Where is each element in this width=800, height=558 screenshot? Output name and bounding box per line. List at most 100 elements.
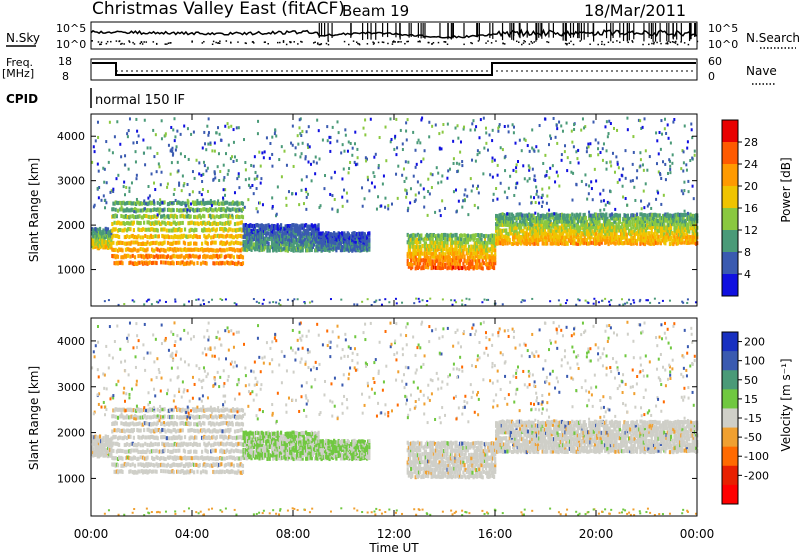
power-cell [290,243,292,247]
power-cell [409,248,411,252]
power-cell [306,130,308,133]
power-cell [209,228,211,232]
power-cell [178,241,180,245]
nsearch-dot [502,42,504,44]
nsearch-dot [397,41,399,43]
power-cell [541,205,543,208]
power-cell [226,207,228,210]
power-cell [368,231,370,235]
power-cell [508,130,510,133]
power-cell [368,189,370,192]
power-cell [663,194,665,197]
power-cell [405,177,407,180]
power-cell [590,154,592,157]
power-cell [553,212,555,215]
power-cell [626,233,628,237]
power-cell [182,174,184,177]
nsearch-dot [612,41,614,43]
power-cell [226,240,228,244]
power-cell [196,159,198,162]
power-cell [463,126,465,129]
power-cell [337,210,339,213]
power-cell [592,198,594,201]
power-cell [188,205,190,208]
power-cell [492,176,494,179]
power-cell [115,213,117,216]
power-cell [395,173,397,176]
power-cell [480,262,482,266]
power-cell [669,171,671,174]
nsearch-dot [279,42,281,44]
power-cell [645,149,647,152]
power-cell [409,201,411,204]
power-cell [94,150,96,153]
power-cell [121,205,123,208]
power-cell [222,197,224,200]
power-cell [629,220,631,224]
power-cell [332,126,334,129]
power-cell [307,193,309,196]
power-cell [669,165,671,168]
power-cell [178,182,180,185]
power-cell [590,180,592,183]
power-cell [215,201,217,205]
power-cell [513,194,515,197]
power-cell [159,198,161,201]
power-cell [643,190,645,193]
power-cell [570,171,572,174]
power-cell [245,168,247,171]
nsearch-dot [684,42,686,44]
power-cell [615,233,617,237]
power-cell [219,221,221,225]
power-cell [129,215,131,219]
power-cell [660,119,662,122]
power-cell [536,190,538,193]
power-cell [646,220,648,224]
power-cell [145,228,147,232]
nsearch-dot [217,42,219,44]
power-cell [478,136,480,139]
power-cell [175,222,177,226]
power-cell [537,195,539,198]
nsearch-dot [264,41,266,43]
power-cell [207,255,209,259]
power-cell [567,242,569,246]
power-cell [395,153,397,156]
power-cell [163,200,165,204]
power-cell [459,248,461,252]
power-cell [603,142,605,145]
power-cell [488,134,490,137]
nsearch-dot [651,43,653,45]
power-cell [334,171,336,174]
power-cell [124,163,126,166]
power-cell [97,187,99,190]
power-cell [367,176,369,179]
power-cell [184,241,186,245]
power-cell [361,186,363,189]
nsearch-dot [142,43,144,45]
power-cell [365,159,367,162]
power-cell [308,125,310,128]
power-cell [471,189,473,192]
power-cell [672,121,674,124]
power-cell [482,172,484,175]
power-cell [301,130,303,133]
power-cell [636,176,638,179]
power-cell [617,163,619,166]
power-cell [427,190,429,193]
power-cell [500,146,502,149]
power-cell [153,182,155,185]
nsearch-dot [212,44,214,46]
power-cell [589,142,591,145]
power-cell [548,143,550,146]
power-cell [208,234,210,238]
power-cell [517,160,519,163]
power-cell [546,195,548,198]
power-cell [442,131,444,134]
freq-trace [92,63,696,75]
power-cell [175,241,177,245]
power-cell [136,177,138,180]
date-label: 18/Mar/2011 [584,1,686,20]
power-cell [539,124,541,127]
power-cell [690,214,692,217]
